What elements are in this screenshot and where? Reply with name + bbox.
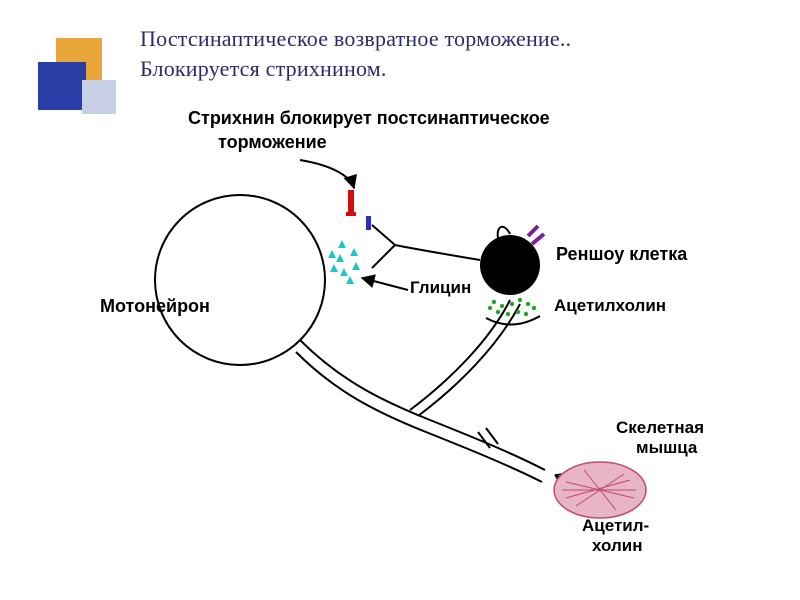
label-renshaw: Реншоу клетка xyxy=(556,244,687,265)
axon-collateral xyxy=(410,300,510,410)
terminal-branch-down xyxy=(372,245,395,268)
axon-to-muscle xyxy=(300,340,545,470)
label-glycine: Глицин xyxy=(410,278,471,298)
label-motoneuron: Мотонейрон xyxy=(100,296,210,317)
axon-to-muscle-lower xyxy=(296,352,542,482)
axon-collateral-2 xyxy=(418,304,520,416)
axon-break-2 xyxy=(486,428,498,444)
label-ach-renshaw: Ацетилхолин xyxy=(554,296,666,316)
stage: Постсинаптическое возвратное торможение.… xyxy=(0,0,800,600)
label-ach-1: Ацетил- xyxy=(582,516,649,536)
label-muscle-2: мышца xyxy=(636,438,697,458)
motoneuron-circle xyxy=(155,195,325,365)
label-ach-2: холин xyxy=(592,536,643,556)
blue-marker xyxy=(366,216,371,230)
terminal-branch-up xyxy=(372,225,395,245)
renshaw-to-motoneuron xyxy=(395,245,480,260)
label-strychnine-blocks: Стрихнин блокирует постсинаптическое xyxy=(188,108,550,129)
arrow-to-glycine xyxy=(362,278,408,290)
arrow-to-block xyxy=(300,160,354,188)
label-inhibition: торможение xyxy=(218,132,327,153)
label-muscle-1: Скелетная xyxy=(616,418,704,438)
purple-marker xyxy=(528,226,544,244)
strychnine-block-mark xyxy=(346,190,356,216)
glycine-cluster xyxy=(328,240,360,284)
renshaw-cell xyxy=(480,235,540,295)
ach-dots-renshaw xyxy=(488,298,536,316)
